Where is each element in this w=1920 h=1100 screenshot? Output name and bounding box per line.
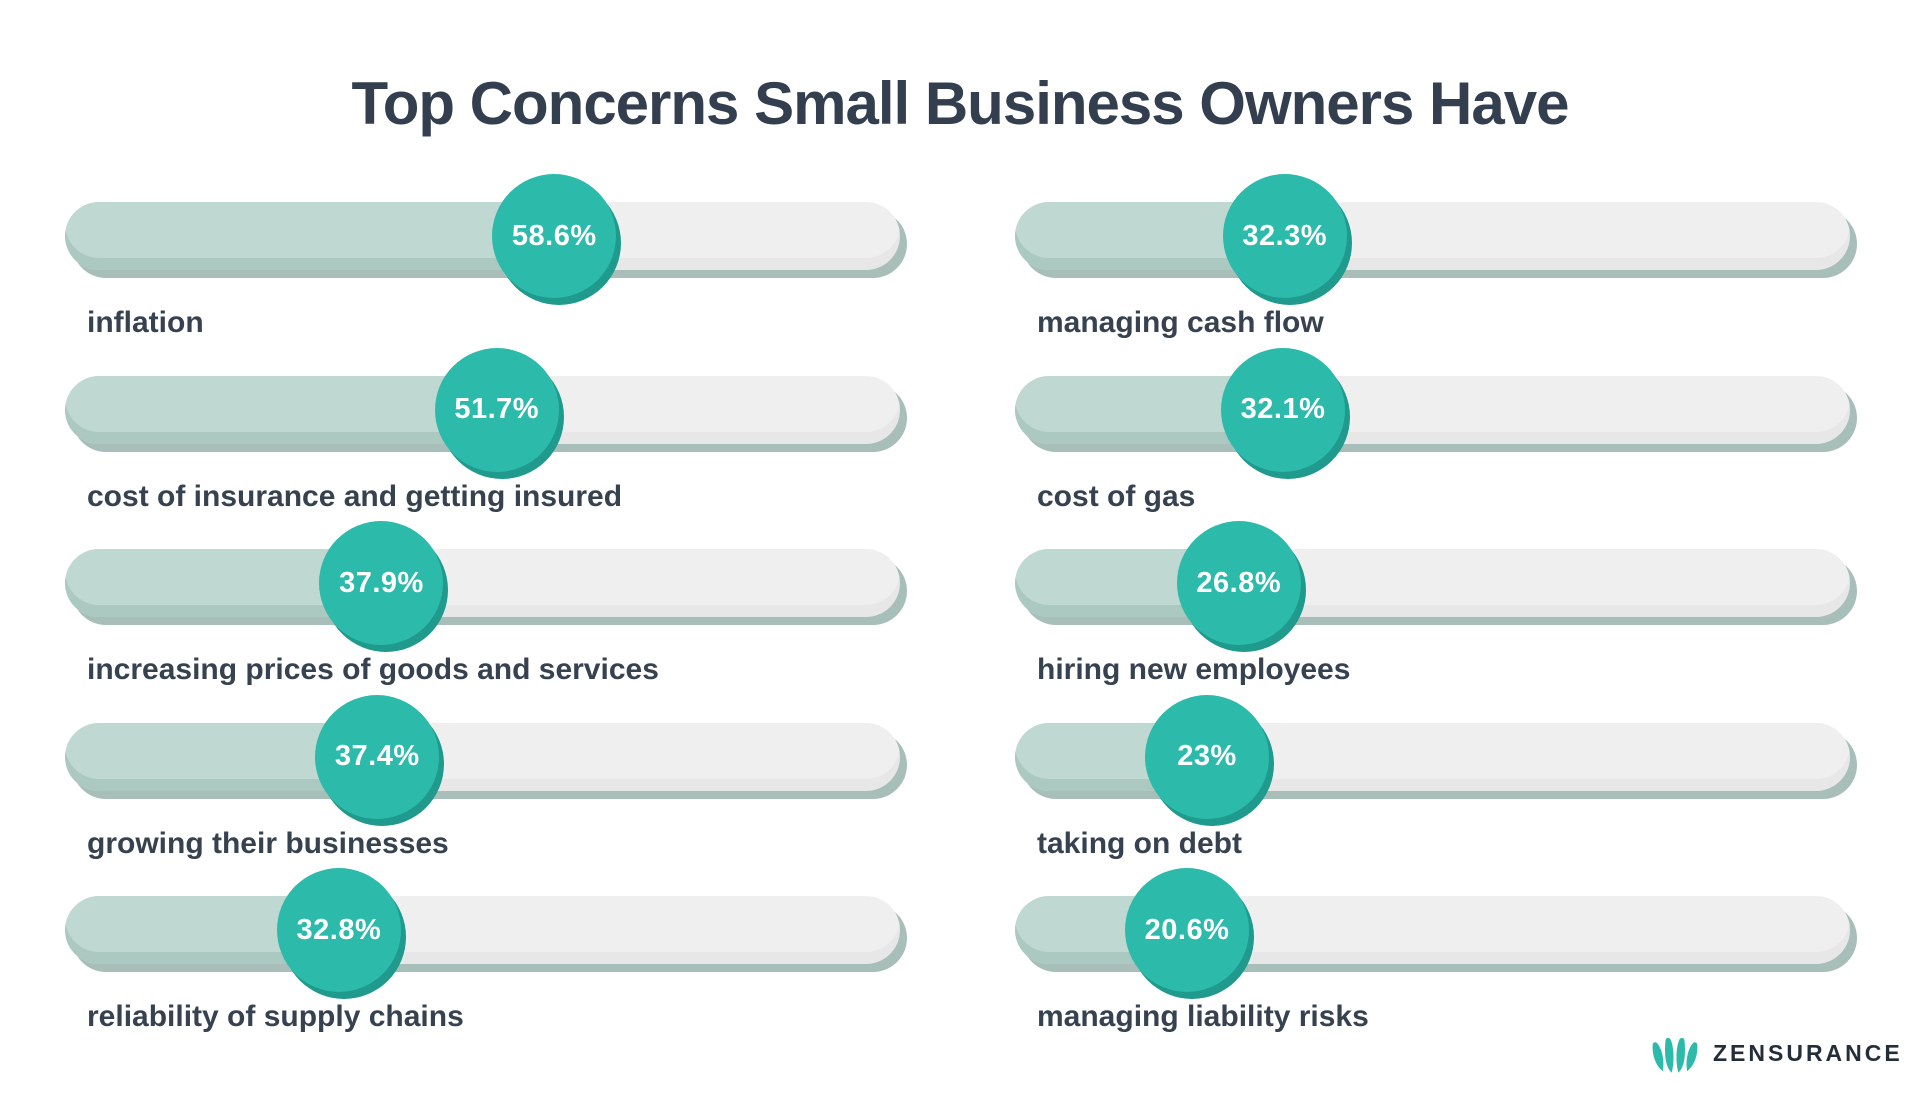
- value-bubble: 58.6%: [492, 174, 617, 298]
- value-bubble: 23%: [1145, 694, 1270, 819]
- value-text: 26.8%: [1196, 566, 1282, 599]
- bar-track: [65, 896, 900, 964]
- bar-label: cost of insurance and getting insured: [87, 479, 623, 513]
- value-text: 37.4%: [334, 740, 420, 772]
- lotus-icon: [1652, 1037, 1698, 1073]
- brand-logo: ZENSURANCE: [1650, 1032, 1903, 1074]
- bar-label: inflation: [87, 306, 204, 339]
- bar-row: 37.4% growing their businesses: [65, 694, 900, 860]
- bar-label: cost of gas: [1037, 479, 1196, 513]
- bar-label: managing liability risks: [1037, 1000, 1369, 1033]
- value-bubble: 32.8%: [276, 868, 401, 992]
- value-text: 32.1%: [1240, 393, 1326, 425]
- value-text: 20.6%: [1144, 913, 1230, 946]
- chart-column-left: 58.6% inflation 51.7% cost of insurance and…: [65, 174, 900, 1100]
- bar-track: [1015, 549, 1850, 617]
- bar-row: 32.3% managing cash flow: [1015, 174, 1850, 339]
- bar-track: [1015, 202, 1850, 270]
- bar-row: 58.6% inflation: [65, 174, 900, 339]
- chart-column-right: 32.3% managing cash flow 32.1% cost of gas 2…: [1015, 174, 1850, 1100]
- value-bubble: 51.7%: [434, 347, 559, 472]
- bar-label: hiring new employees: [1037, 653, 1351, 686]
- value-bubble: 32.3%: [1222, 174, 1347, 298]
- bar-label: managing cash flow: [1037, 306, 1324, 339]
- value-text: 32.8%: [296, 913, 382, 946]
- bar-row: 32.1% cost of gas: [1015, 347, 1850, 513]
- value-text: 23%: [1177, 740, 1237, 772]
- brand-name: ZENSURANCE: [1713, 1039, 1903, 1066]
- bar-fill: [65, 375, 497, 444]
- bar-track: [65, 549, 900, 617]
- value-text: 58.6%: [511, 219, 597, 252]
- value-text: 32.3%: [1242, 219, 1328, 252]
- bar-track: [65, 202, 900, 270]
- bar-fill: [65, 202, 555, 270]
- bar-label: taking on debt: [1037, 826, 1242, 860]
- value-bubble: 37.4%: [315, 694, 440, 819]
- bar-track: [1015, 375, 1850, 444]
- bar-label: reliability of supply chains: [87, 1000, 464, 1033]
- bar-row: 26.8% hiring new employees: [1015, 521, 1850, 686]
- value-bubble: 20.6%: [1125, 868, 1249, 992]
- page-title: Top Concerns Small Business Owners Have: [351, 70, 1570, 137]
- value-bubble: 37.9%: [319, 521, 444, 645]
- bar-row: 37.9% increasing prices of goods and serv…: [65, 521, 900, 686]
- bar-label: increasing prices of goods and services: [87, 653, 659, 686]
- value-bubble: 32.1%: [1221, 347, 1346, 472]
- bar-row: 32.8% reliability of supply chains: [65, 868, 900, 1033]
- bar-row: 51.7% cost of insurance and getting insur…: [65, 347, 900, 513]
- value-bubble: 26.8%: [1176, 521, 1301, 645]
- bar-row: 23% taking on debt: [1015, 694, 1850, 860]
- value-text: 51.7%: [454, 393, 540, 425]
- bar-label: growing their businesses: [87, 826, 449, 860]
- value-text: 37.9%: [339, 566, 424, 599]
- bar-row: 20.6% managing liability risks: [1015, 868, 1850, 1033]
- bar-track: [1015, 722, 1850, 791]
- bar-track: [65, 722, 900, 791]
